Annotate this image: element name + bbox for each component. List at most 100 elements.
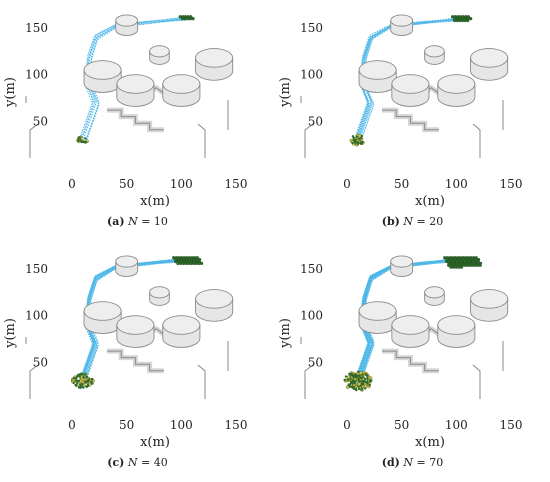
trajectory-bundle <box>79 16 190 143</box>
cylinder-top <box>470 289 509 309</box>
cylinder-top <box>195 289 234 309</box>
agent-marker <box>355 135 358 138</box>
cylinder-top <box>424 286 445 299</box>
goal-agent-marker <box>199 261 204 266</box>
agent-marker <box>72 381 75 385</box>
agent-marker <box>85 385 89 388</box>
agent-marker <box>361 375 364 379</box>
agent-marker <box>75 375 79 378</box>
y-tick-label: 150 <box>300 21 323 35</box>
agent-marker <box>349 374 352 377</box>
agent-marker <box>369 379 372 382</box>
y-axis-label: y(m) <box>3 318 18 349</box>
agent-marker <box>346 378 350 381</box>
cylinder-obstacle <box>390 255 414 277</box>
cylinder-obstacle <box>437 315 476 348</box>
agent-marker <box>77 136 81 140</box>
agent-marker <box>76 382 79 385</box>
trajectory-line <box>358 17 466 142</box>
goal-cluster <box>443 256 483 269</box>
cylinder-obstacle <box>162 74 201 107</box>
cylinder-top <box>83 60 122 80</box>
x-tick-label: 0 <box>343 177 351 191</box>
agent-marker <box>84 137 87 140</box>
agent-marker <box>80 373 83 376</box>
y-tick-label: 100 <box>25 68 48 82</box>
cylinder-obstacle <box>149 286 170 306</box>
x-tick-label: 150 <box>225 418 248 432</box>
trajectory-line <box>360 260 460 384</box>
x-axis-label: x(m) <box>415 435 445 450</box>
x-tick-label: 50 <box>394 418 409 432</box>
goal-agent-marker <box>191 17 195 21</box>
agent-marker <box>85 375 89 379</box>
cylinder-top <box>358 60 397 80</box>
x-tick-label: 100 <box>170 418 193 432</box>
agent-marker <box>78 375 81 378</box>
cylinder-top <box>116 74 155 94</box>
panel-c: 0 50 100 150 50 100 150 x(m) y(m) (c) N = 40 <box>0 241 275 482</box>
agent-marker <box>352 385 355 389</box>
y-tick-label: 150 <box>300 262 323 276</box>
x-tick-label: 150 <box>225 177 248 191</box>
frame-edge <box>304 364 314 399</box>
cylinder-obstacle <box>83 301 122 334</box>
plot-d: 0 50 100 150 50 100 150 x(m) y(m) <box>278 255 522 450</box>
cylinder-obstacle <box>470 48 509 81</box>
x-axis-label: x(m) <box>140 435 170 450</box>
cylinder-obstacle <box>195 48 234 81</box>
trajectory-line <box>358 258 459 382</box>
agent-marker <box>80 385 83 388</box>
wall <box>106 350 164 372</box>
agent-marker <box>78 383 82 386</box>
cylinder-obstacle <box>391 74 430 107</box>
agent-marker <box>356 374 359 377</box>
cylinder-top <box>437 74 476 94</box>
cylinder-obstacle <box>116 74 155 107</box>
panel-a: 0 50 100 150 50 100 150 x(m) y(m) (a) N = 10 <box>0 0 275 241</box>
frame-edge <box>472 364 481 399</box>
y-tick-label: 100 <box>300 309 323 323</box>
trajectory-line <box>80 259 189 382</box>
cylinder-obstacle <box>424 286 445 306</box>
trajectory-bundle <box>354 257 468 384</box>
goal-cluster <box>450 15 473 23</box>
agent-marker <box>357 377 361 380</box>
agent-marker <box>354 141 357 145</box>
agent-marker <box>366 380 369 383</box>
agent-marker <box>359 137 363 140</box>
plot-b: 0 50 100 150 50 100 150 x(m) y(m) <box>278 14 522 209</box>
agent-marker <box>72 376 76 380</box>
start-cluster <box>343 370 373 392</box>
frame-edge <box>197 123 206 158</box>
wall <box>381 350 439 372</box>
agent-marker <box>84 373 87 376</box>
x-tick-label: 50 <box>394 177 409 191</box>
x-tick-label: 0 <box>68 177 76 191</box>
agent-marker <box>364 387 367 390</box>
cylinder-top <box>470 48 509 68</box>
plot-a: 0 50 100 150 50 100 150 x(m) y(m) <box>3 14 248 209</box>
agent-marker <box>351 141 354 145</box>
agent-marker <box>366 382 369 385</box>
trajectory-line <box>81 258 186 379</box>
agent-marker <box>74 384 78 387</box>
cylinder-top <box>391 74 430 94</box>
caption-b: (b) N = 20 <box>381 215 444 228</box>
agent-marker <box>358 374 361 378</box>
goal-cluster <box>172 256 204 266</box>
agent-marker <box>350 372 353 376</box>
y-axis-label: y(m) <box>278 318 293 349</box>
agent-marker <box>356 370 360 373</box>
trajectory-line <box>356 19 468 143</box>
goal-agent-marker <box>469 17 473 21</box>
x-tick-label: 100 <box>170 177 193 191</box>
trajectory-line <box>355 19 465 143</box>
trajectory-line <box>81 16 186 138</box>
y-tick-label: 150 <box>25 262 48 276</box>
wall <box>381 109 439 131</box>
trajectory-line <box>83 260 190 383</box>
trajectory-line <box>83 261 186 380</box>
caption-d: (d) N = 70 <box>381 456 444 469</box>
panel-b: 0 50 100 150 50 100 150 x(m) y(m) (b) N = 20 <box>275 0 550 241</box>
